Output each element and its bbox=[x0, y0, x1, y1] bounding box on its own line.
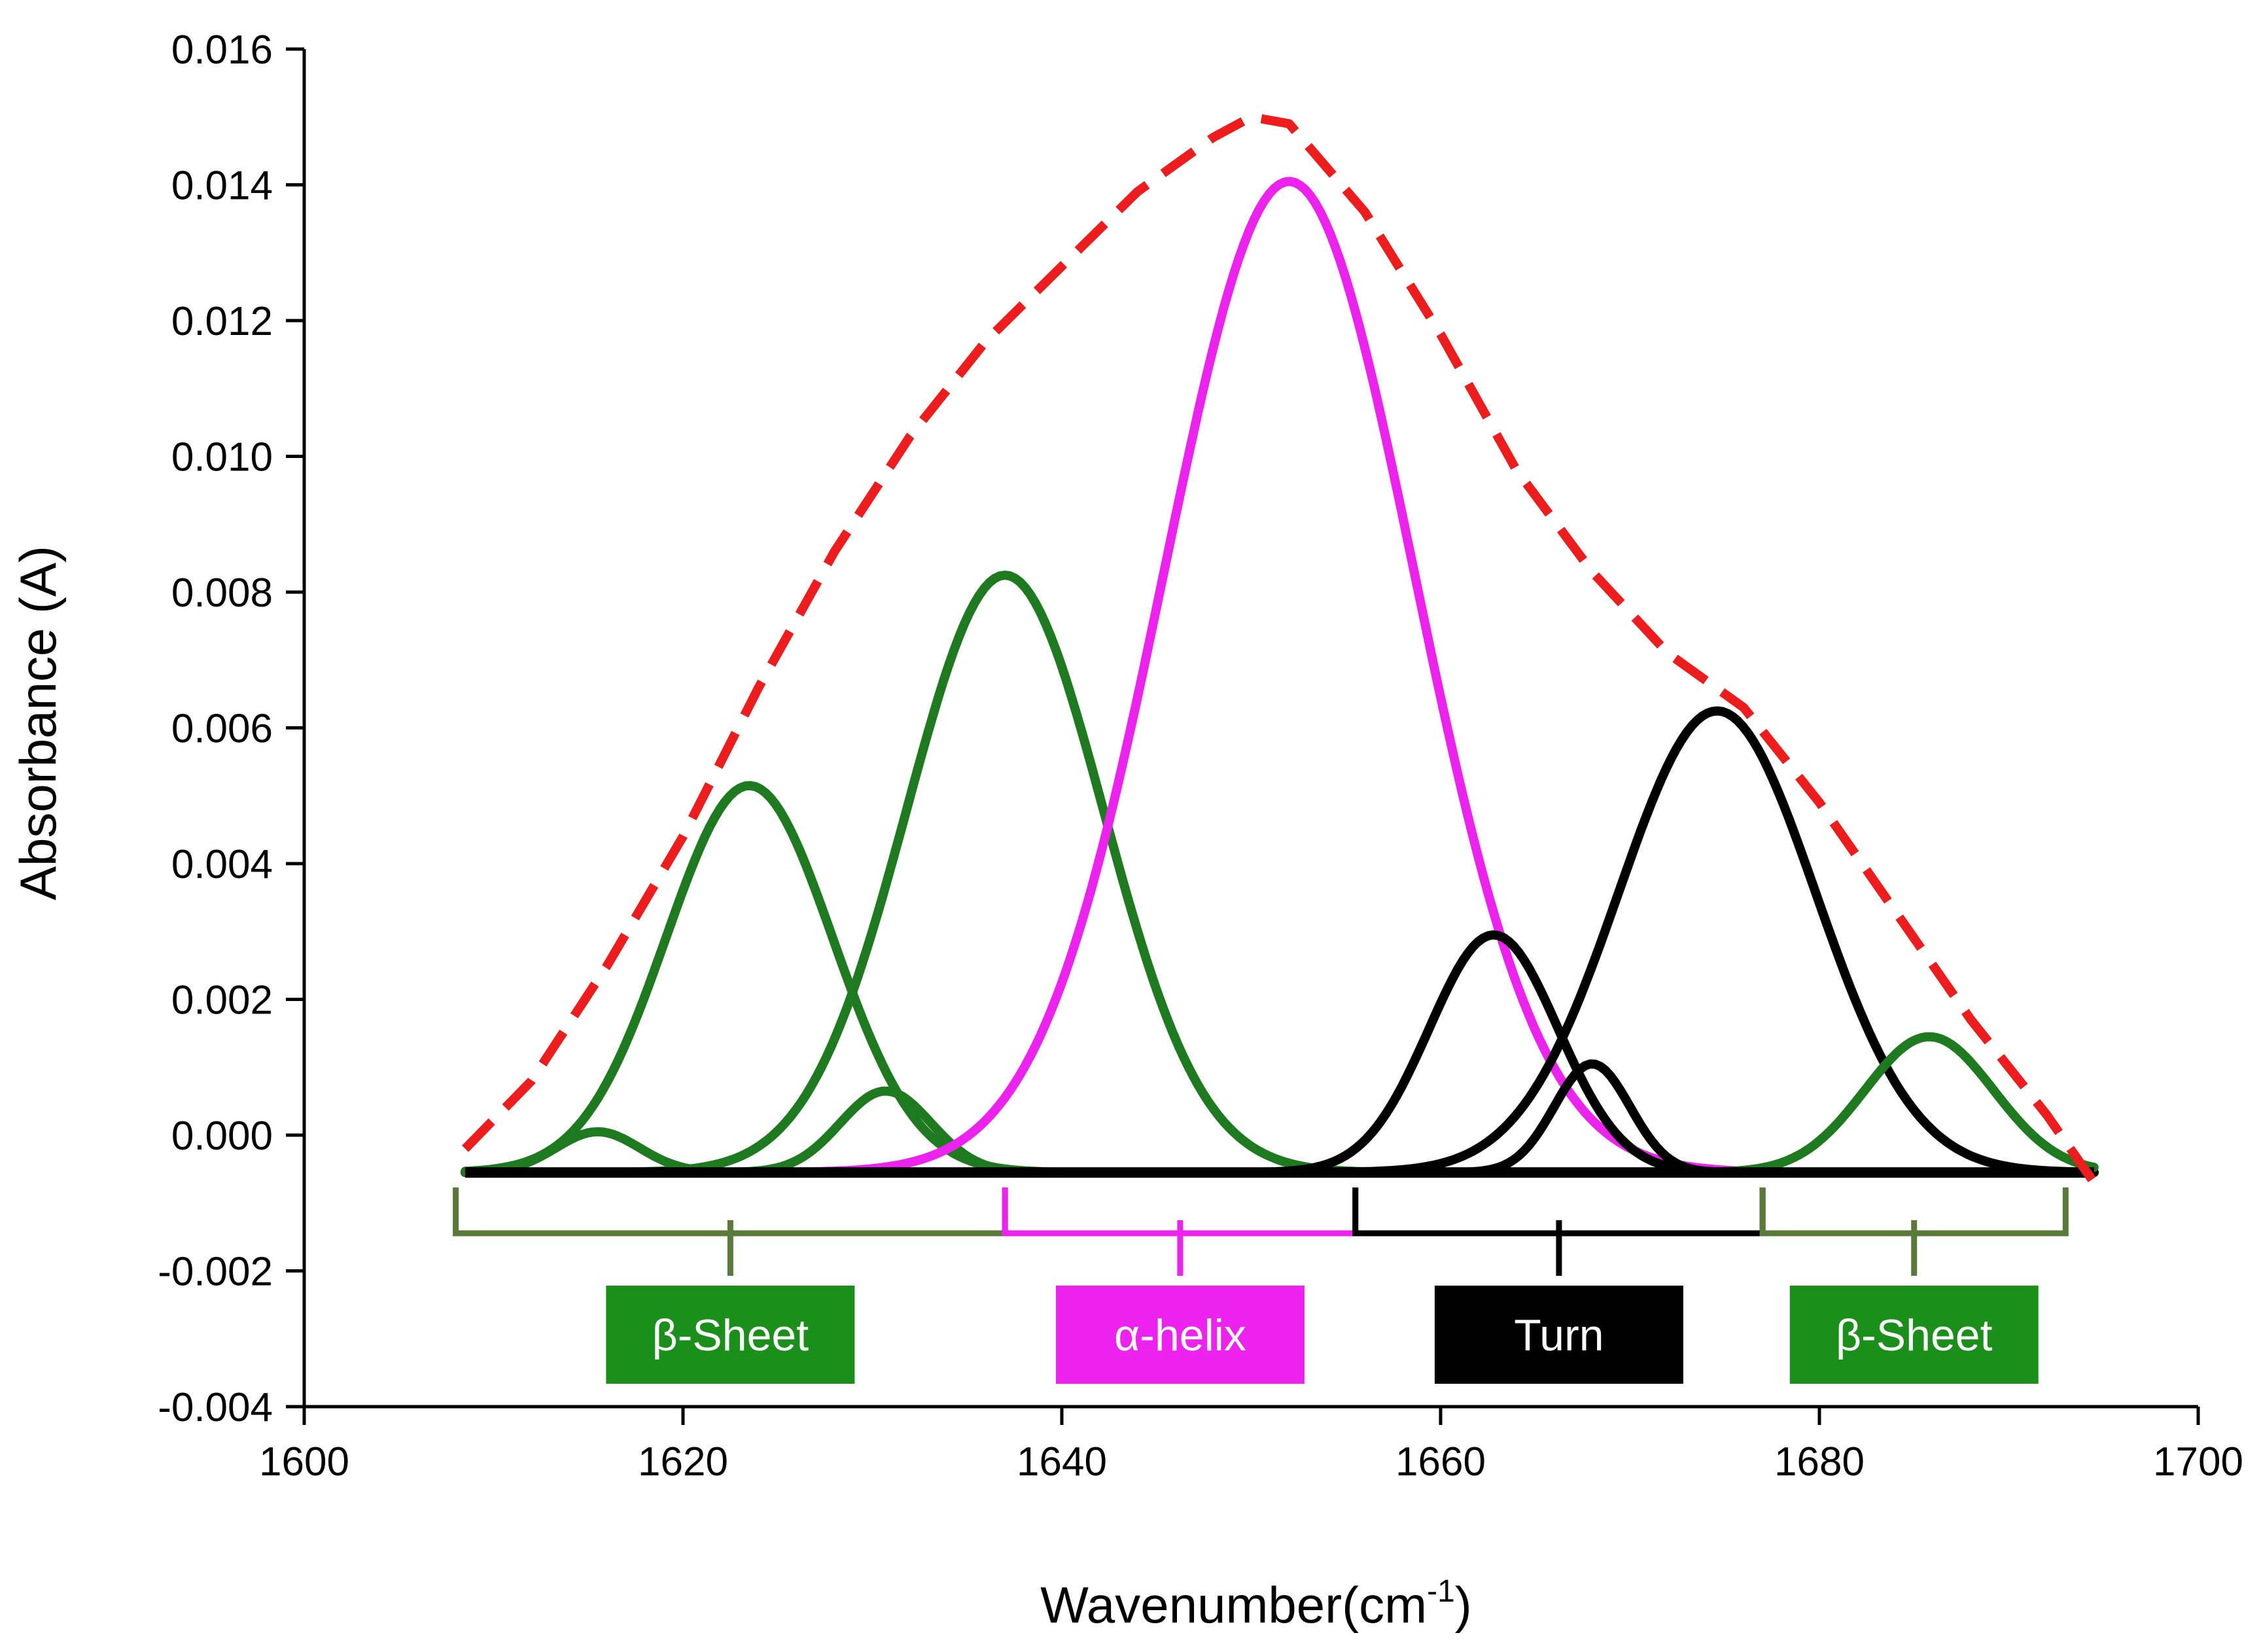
region-label: α-helix bbox=[1114, 1310, 1246, 1360]
structure-regions: β-Sheet α-helix Turn β-Sheet bbox=[453, 1187, 2069, 1384]
x-axis-title-close: ) bbox=[1455, 1576, 1472, 1634]
envelope-curve bbox=[462, 112, 2098, 1186]
y-tick-label: 0.004 bbox=[171, 842, 273, 887]
region-label: β-Sheet bbox=[652, 1310, 809, 1360]
x-tick-label: 1640 bbox=[1017, 1439, 1107, 1485]
x-axis-title: Wavenumber(cm-1) bbox=[1040, 1574, 1472, 1634]
x-tick-label: 1680 bbox=[1774, 1439, 1865, 1485]
region-brace-turn bbox=[1352, 1187, 1766, 1276]
region-label: Turn bbox=[1514, 1310, 1604, 1360]
y-tick-label: 0.002 bbox=[171, 978, 273, 1023]
y-tick-label: 0.012 bbox=[171, 299, 273, 344]
region-brace-sheet bbox=[453, 1187, 1008, 1276]
y-tick-label: -0.004 bbox=[158, 1385, 273, 1430]
axes: -0.004 -0.002 0.000 0.002 0.004 0.006 0.008 0.0… bbox=[158, 27, 2243, 1485]
region-box-sheet bbox=[1789, 1286, 2039, 1384]
x-axis-title-sup: -1 bbox=[1427, 1574, 1455, 1609]
curve-sheet-1686 bbox=[461, 1032, 2099, 1178]
component-curves bbox=[461, 112, 2099, 1186]
y-tick-label: 0.010 bbox=[171, 435, 273, 480]
y-tick-label: 0.014 bbox=[171, 164, 273, 209]
y-tick-label: 0.000 bbox=[171, 1114, 273, 1159]
y-tick-label: 0.016 bbox=[171, 27, 273, 73]
y-tick-label: 0.008 bbox=[171, 571, 273, 616]
curve-helix-1652 bbox=[461, 177, 2099, 1178]
region-label: β-Sheet bbox=[1836, 1310, 1993, 1360]
x-tick-label: 1600 bbox=[259, 1439, 349, 1485]
x-tick-label: 1620 bbox=[638, 1439, 728, 1485]
region-brace-helix bbox=[1002, 1187, 1359, 1276]
region-box-helix bbox=[1055, 1286, 1305, 1384]
x-axis-title-main: Wavenumber(cm bbox=[1040, 1576, 1427, 1634]
y-tick-label: 0.006 bbox=[171, 707, 273, 752]
region-box-sheet bbox=[606, 1286, 855, 1384]
x-tick-label: 1660 bbox=[1395, 1439, 1486, 1485]
x-tick-label: 1700 bbox=[2153, 1439, 2243, 1485]
y-axis-title: Absorbance (A) bbox=[9, 546, 67, 900]
region-brace-sheet bbox=[1759, 1187, 2069, 1276]
curve-turn-1663 bbox=[461, 930, 2099, 1178]
region-box-turn bbox=[1434, 1286, 1683, 1384]
y-tick-label: -0.002 bbox=[158, 1250, 273, 1295]
curve-sheet-1637 bbox=[461, 571, 2099, 1178]
